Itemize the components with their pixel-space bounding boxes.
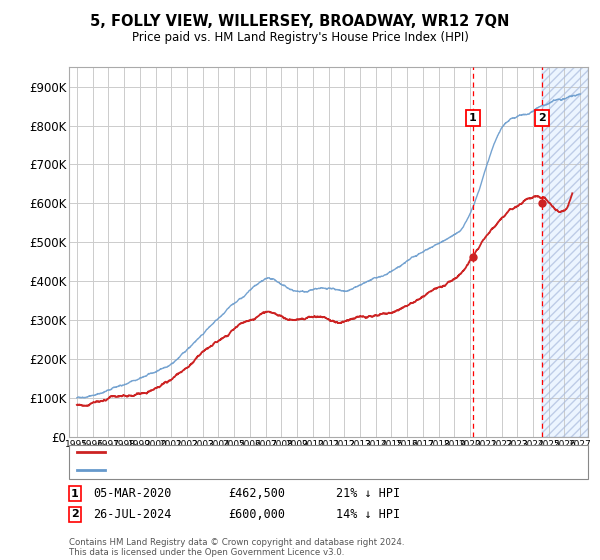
Text: 2: 2 <box>71 509 79 519</box>
Text: 05-MAR-2020: 05-MAR-2020 <box>93 487 172 501</box>
Text: 21% ↓ HPI: 21% ↓ HPI <box>336 487 400 501</box>
Text: HPI: Average price, detached house, Cotswold: HPI: Average price, detached house, Cots… <box>110 465 350 475</box>
Text: 5, FOLLY VIEW, WILLERSEY, BROADWAY, WR12 7QN: 5, FOLLY VIEW, WILLERSEY, BROADWAY, WR12… <box>91 14 509 29</box>
Text: £462,500: £462,500 <box>228 487 285 501</box>
Text: Price paid vs. HM Land Registry's House Price Index (HPI): Price paid vs. HM Land Registry's House … <box>131 31 469 44</box>
Polygon shape <box>542 30 588 437</box>
Text: £600,000: £600,000 <box>228 507 285 521</box>
Text: 1: 1 <box>469 113 476 123</box>
Text: 5, FOLLY VIEW, WILLERSEY, BROADWAY, WR12 7QN (detached house): 5, FOLLY VIEW, WILLERSEY, BROADWAY, WR12… <box>110 447 472 457</box>
Text: Contains HM Land Registry data © Crown copyright and database right 2024.
This d: Contains HM Land Registry data © Crown c… <box>69 538 404 557</box>
Text: 1: 1 <box>71 489 79 499</box>
Text: 2: 2 <box>538 113 545 123</box>
Text: 26-JUL-2024: 26-JUL-2024 <box>93 507 172 521</box>
Text: 14% ↓ HPI: 14% ↓ HPI <box>336 507 400 521</box>
